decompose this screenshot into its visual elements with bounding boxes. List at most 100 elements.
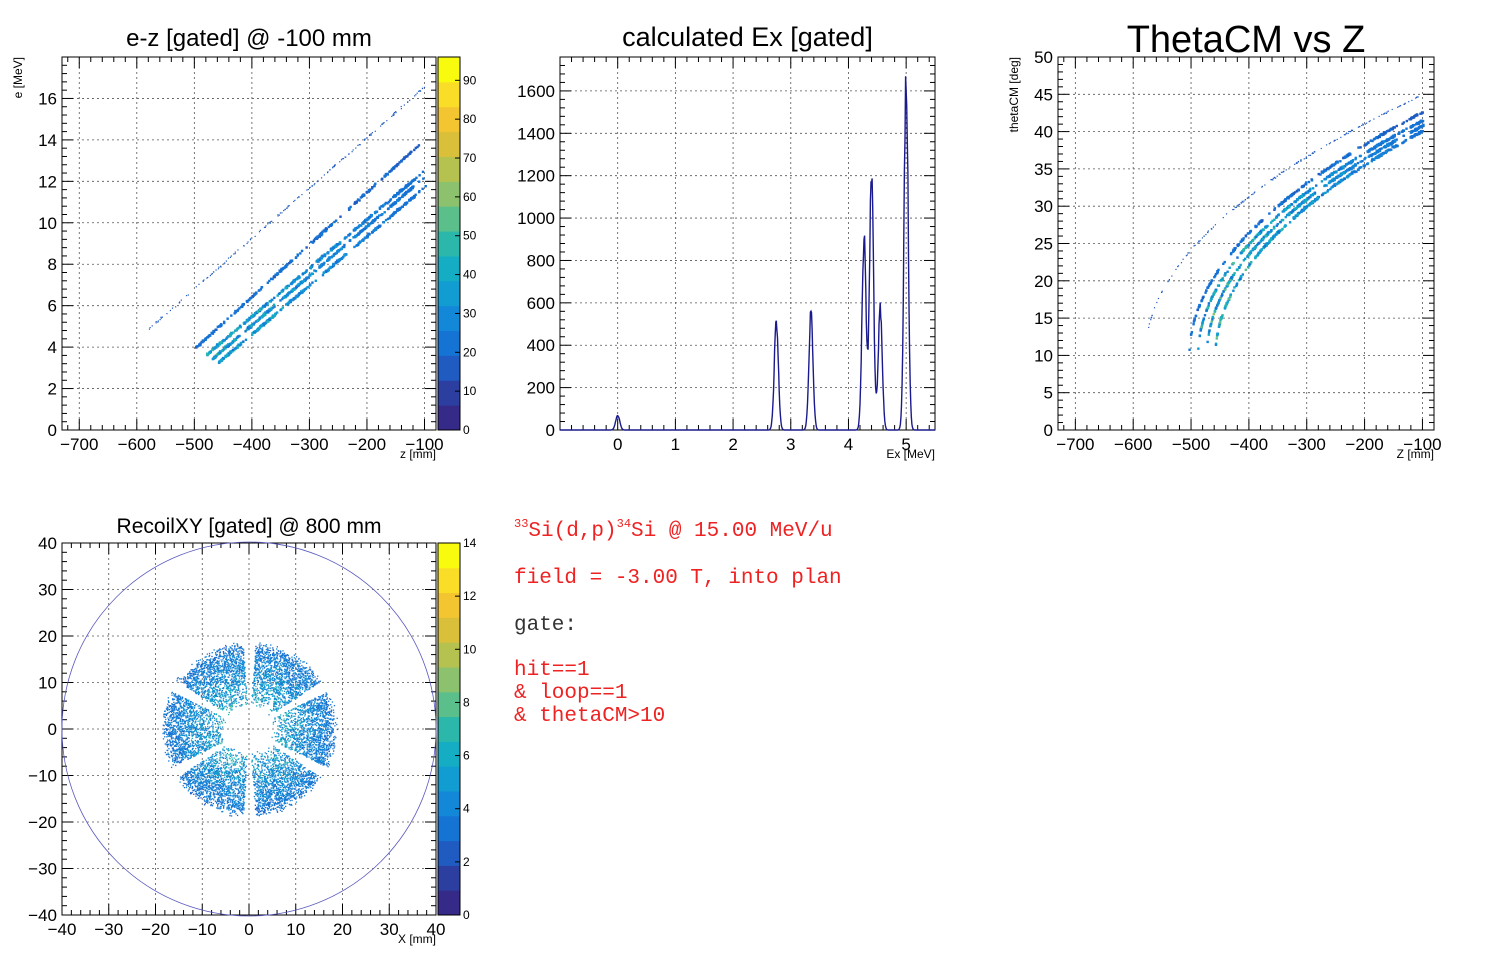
data-point [314,757,317,760]
data-point [329,745,332,747]
data-point [1379,133,1382,136]
data-point [297,711,300,714]
data-point [286,730,288,732]
data-point [372,229,375,233]
data-point [1383,113,1385,115]
data-point [313,738,315,740]
data-point [1377,142,1381,146]
x-tick-label-2: −500 [175,435,213,454]
data-point [1320,147,1322,150]
data-point [333,715,335,717]
data-point [328,712,331,715]
data-point [289,735,292,737]
data-point [1377,135,1380,139]
data-point [1229,295,1232,298]
data-point [1214,288,1217,292]
data-point [1270,229,1273,232]
data-point [1419,120,1423,123]
data-point [1156,301,1158,304]
data-point [1356,161,1360,165]
data-point [375,210,378,214]
data-point [301,193,303,196]
data-point [313,717,316,719]
data-point [1289,195,1292,198]
chart-title: ThetaCM vs Z [1127,19,1366,61]
data-point [306,286,309,289]
y-tick-label-5: 10 [38,214,57,233]
data-point [333,747,335,749]
data-point [1288,204,1291,208]
data-point [1249,250,1253,253]
data-point [407,153,410,156]
data-point [282,723,284,726]
data-point [1269,237,1273,240]
data-point [1244,234,1248,237]
data-point [332,264,335,268]
data-point [308,720,310,722]
data-point [251,322,254,326]
x-tick-label-3: −400 [1230,435,1268,454]
data-point [325,747,328,749]
colorbar-step [438,106,460,116]
data-point [264,302,268,306]
data-point [169,309,172,312]
data-point [297,275,301,278]
data-point [393,114,395,116]
data-point [321,697,324,700]
data-point [1384,151,1388,155]
data-point [318,705,321,707]
data-point [281,731,283,733]
x-tick-label-6: 20 [333,920,352,939]
data-point [294,287,298,290]
data-point [406,155,409,158]
data-point [1233,286,1236,289]
data-point [305,717,308,720]
colorbar-label-8: 80 [463,112,477,126]
data-point [311,724,314,726]
data-point [271,220,273,222]
data-point [1222,262,1225,266]
data-point [293,200,295,203]
data-point [1415,97,1417,99]
data-point [260,315,264,319]
data-point [333,252,337,255]
data-point [271,306,275,309]
data-point [339,161,341,163]
data-point [1287,213,1290,217]
data-point [1272,236,1275,239]
data-point [1209,281,1213,284]
data-point [280,718,283,721]
data-point [290,282,293,286]
data-point [1228,297,1231,301]
data-point [299,746,302,748]
y-tick-label-4: 0 [48,720,57,739]
data-point [321,730,324,732]
data-point [1278,173,1280,175]
data-point [326,717,328,719]
data-point [319,706,322,708]
data-point [1279,173,1281,176]
data-point [317,740,319,742]
data-point [302,738,305,740]
data-point [304,711,306,713]
data-point [224,262,226,264]
data-point [326,732,328,735]
data-point [1377,155,1380,159]
data-point [1249,240,1253,244]
data-point [1272,227,1276,230]
data-point [1303,207,1306,210]
colorbar-step [438,264,460,274]
data-point [1216,304,1219,307]
data-point [368,216,371,219]
data-point [309,743,311,745]
data-point [355,201,358,204]
data-point [358,224,361,227]
data-point [1358,166,1361,170]
data-point [1272,225,1276,229]
data-point [370,221,373,225]
data-point [389,198,393,201]
data-point [1347,153,1350,156]
data-point [1277,213,1280,217]
data-point [287,714,290,717]
data-point [1273,218,1276,221]
